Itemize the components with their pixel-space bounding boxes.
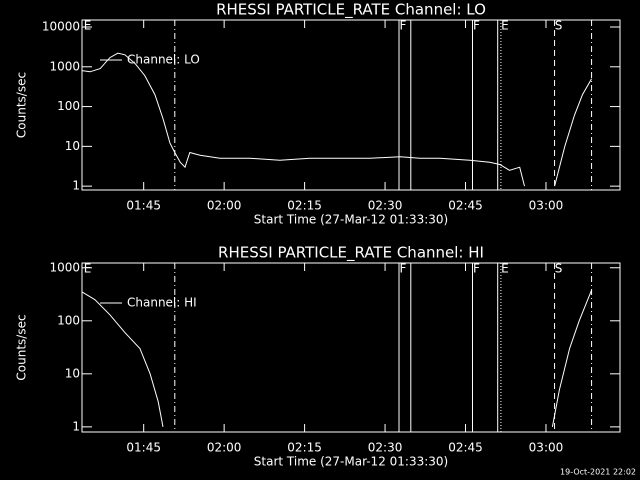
event-label: F [473,262,480,276]
event-label: S [555,262,563,276]
y-tick-label: 1000 [49,59,80,73]
y-axis-label: Counts/sec [15,72,29,138]
x-tick-label: 02:45 [448,441,483,455]
x-tick-label: 01:45 [126,199,161,213]
y-tick-label: 10 [65,366,80,380]
event-label: E [501,262,509,276]
y-tick-label: 1000 [49,260,80,274]
event-label: F [473,19,480,33]
x-tick-label: 01:45 [126,441,161,455]
plot-frame [81,19,621,191]
legend-label: Channel: LO [127,53,200,67]
x-tick-label: 02:15 [287,441,322,455]
y-axis-label: Counts/sec [15,314,29,380]
plot-frame [81,262,621,433]
event-label: E [84,262,92,276]
series-line [82,52,593,187]
event-label: F [400,262,407,276]
x-axis-label: Start Time (27-Mar-12 01:33:30) [254,455,448,469]
legend-label: Channel: HI [127,296,197,310]
y-tick-label: 10 [65,139,80,153]
x-tick-label: 02:45 [448,199,483,213]
chart-title: RHESSI PARTICLE_RATE Channel: HI [218,244,484,263]
y-tick-label: 100 [57,99,80,113]
event-label: E [84,19,92,33]
chart-title: RHESSI PARTICLE_RATE Channel: LO [216,1,486,20]
y-tick-label: 1 [72,419,80,433]
x-tick-label: 02:30 [368,199,403,213]
x-tick-label: 02:00 [207,199,242,213]
x-tick-label: 03:00 [529,199,564,213]
x-axis-label: Start Time (27-Mar-12 01:33:30) [254,213,448,227]
event-label: E [501,19,509,33]
footer: 19-Oct-2021 22:02 [560,468,636,477]
x-tick-label: 03:00 [529,441,564,455]
series-line [82,289,593,427]
y-tick-label: 10000 [42,20,80,34]
x-tick-label: 02:00 [207,441,242,455]
event-label: S [555,19,563,33]
x-tick-label: 02:30 [368,441,403,455]
y-tick-label: 1 [72,179,80,193]
event-label: F [400,19,407,33]
x-tick-label: 02:15 [287,199,322,213]
y-tick-label: 100 [57,313,80,327]
